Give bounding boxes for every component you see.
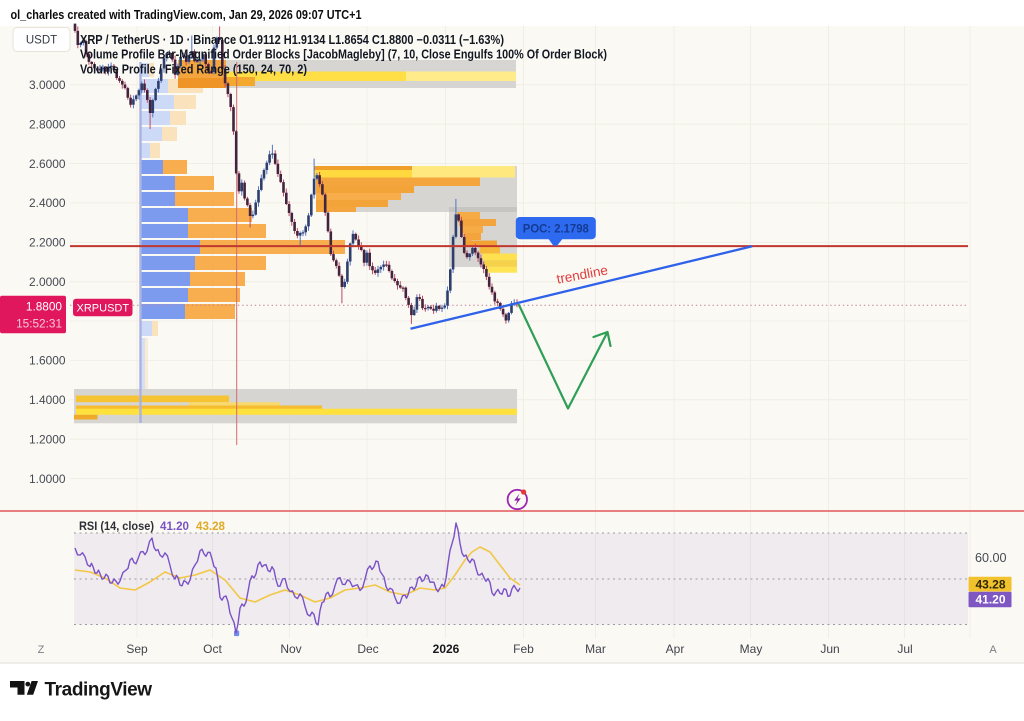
svg-text:2.6000: 2.6000 [29,157,66,171]
svg-text:XRPUSDT: XRPUSDT [77,303,130,315]
svg-text:USDT: USDT [26,35,57,47]
svg-text:43.28: 43.28 [975,577,1005,591]
svg-text:41.20: 41.20 [975,593,1005,607]
svg-text:ol_charles created with Tradin: ol_charles created with TradingView.com,… [11,8,362,22]
svg-text:Volume Profile / Fixed Range (: Volume Profile / Fixed Range (150, 24, 7… [80,62,307,76]
svg-text:2.2000: 2.2000 [29,236,66,250]
svg-text:Z: Z [38,644,45,656]
svg-text:Mar: Mar [585,642,606,656]
svg-text:TradingView: TradingView [45,680,153,701]
svg-text:Nov: Nov [280,642,301,656]
svg-text:1.8800: 1.8800 [26,299,63,313]
svg-text:1.4000: 1.4000 [29,393,66,407]
svg-text:1.0000: 1.0000 [29,472,66,486]
svg-text:Jul: Jul [897,642,912,656]
svg-text:2.4000: 2.4000 [29,196,66,210]
svg-text:15:52:31: 15:52:31 [16,316,62,330]
svg-text:XRP / TetherUS · 1D · Binance: XRP / TetherUS · 1D · Binance O1.9112 H1… [80,33,504,47]
svg-text:Feb: Feb [513,642,534,656]
svg-text:3.0000: 3.0000 [29,78,66,92]
svg-text:Apr: Apr [666,642,685,656]
svg-text:May: May [740,642,763,656]
svg-text:Volume Profile Bar-Magnified O: Volume Profile Bar-Magnified Order Block… [80,47,607,61]
svg-text:Jun: Jun [820,642,839,656]
svg-text:1.6000: 1.6000 [29,354,66,368]
svg-text:43.28: 43.28 [196,519,225,533]
svg-text:1.2000: 1.2000 [29,433,66,447]
svg-text:RSI (14, close): RSI (14, close) [79,519,154,533]
svg-text:2.8000: 2.8000 [29,117,66,131]
svg-text:41.20: 41.20 [160,519,189,533]
svg-text:Oct: Oct [203,642,222,656]
svg-text:POC: 2.1798: POC: 2.1798 [523,222,589,236]
svg-text:60.00: 60.00 [975,551,1007,565]
svg-text:2026: 2026 [433,642,460,656]
svg-text:Dec: Dec [357,642,378,656]
svg-text:Sep: Sep [126,642,148,656]
svg-text:2.0000: 2.0000 [29,275,66,289]
svg-text:A: A [989,644,997,656]
